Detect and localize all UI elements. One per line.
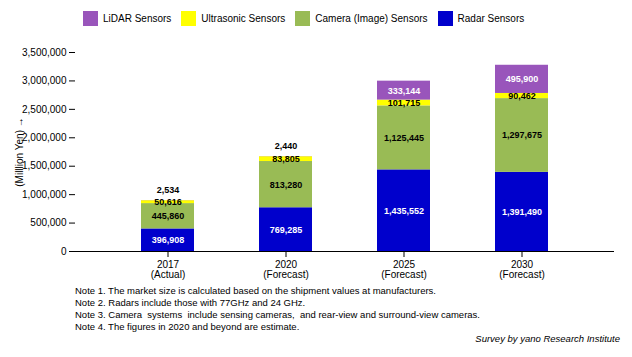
svg-text:1,297,675: 1,297,675 (502, 130, 542, 140)
html-text:Survey by yano Research Instit: Survey by yano Research Institute (475, 333, 620, 344)
svg-text:3,000,000: 3,000,000 (22, 75, 67, 86)
svg-text:333,144: 333,144 (388, 86, 421, 96)
html-text:Radar Sensors: Radar Sensors (457, 13, 525, 24)
svg-text:1,125,445: 1,125,445 (384, 133, 424, 143)
svg-text:495,900: 495,900 (506, 74, 539, 84)
svg-text:83,805: 83,805 (272, 154, 300, 164)
svg-text:2030(Forecast): 2030(Forecast) (499, 259, 545, 280)
svg-text:1,391,490: 1,391,490 (502, 207, 542, 217)
html-text:Ultrasonic Sensors: Ultrasonic Sensors (201, 13, 286, 24)
svg-text:2,000,000: 2,000,000 (22, 132, 67, 143)
svg-text:2017(Actual): 2017(Actual) (151, 259, 185, 280)
svg-text:2,440: 2,440 (275, 141, 298, 151)
svg-text:1,000,000: 1,000,000 (22, 189, 67, 200)
svg-text:3,500,000: 3,500,000 (22, 47, 67, 58)
svg-text:90,462: 90,462 (508, 91, 536, 101)
svg-text:445,860: 445,860 (152, 211, 185, 221)
svg-text:101,715: 101,715 (388, 98, 421, 108)
svg-text:0: 0 (61, 246, 67, 257)
svg-text:2025(Forecast): 2025(Forecast) (381, 259, 427, 280)
html-text:Note 3. Camera systems include: Note 3. Camera systems include sensing c… (75, 309, 480, 320)
html-text:Camera (Image) Sensors: Camera (Image) Sensors (315, 13, 428, 24)
svg-text:769,285: 769,285 (270, 225, 303, 235)
svg-text:50,616: 50,616 (154, 197, 182, 207)
svg-text:396,908: 396,908 (152, 235, 185, 245)
html-text:Note 4. The figures in 2020 an: Note 4. The figures in 2020 and beyond a… (75, 321, 300, 332)
html-text:Note 2. Radars include those w: Note 2. Radars include those with 77GHz … (75, 297, 306, 308)
html-text:Note 1. The market size is cal: Note 1. The market size is calculated ba… (75, 285, 436, 296)
svg-text:813,280: 813,280 (270, 180, 303, 190)
svg-text:2020(Forecast): 2020(Forecast) (263, 259, 309, 280)
svg-text:2,500,000: 2,500,000 (22, 104, 67, 115)
svg-text:1,500,000: 1,500,000 (22, 160, 67, 171)
svg-text:2,534: 2,534 (157, 185, 180, 195)
svg-text:500,000: 500,000 (30, 217, 67, 228)
html-text:LiDAR Sensors: LiDAR Sensors (103, 13, 172, 24)
svg-text:(Milllion Yen) →: (Milllion Yen) → (14, 117, 25, 186)
svg-text:1,435,552: 1,435,552 (384, 206, 424, 216)
